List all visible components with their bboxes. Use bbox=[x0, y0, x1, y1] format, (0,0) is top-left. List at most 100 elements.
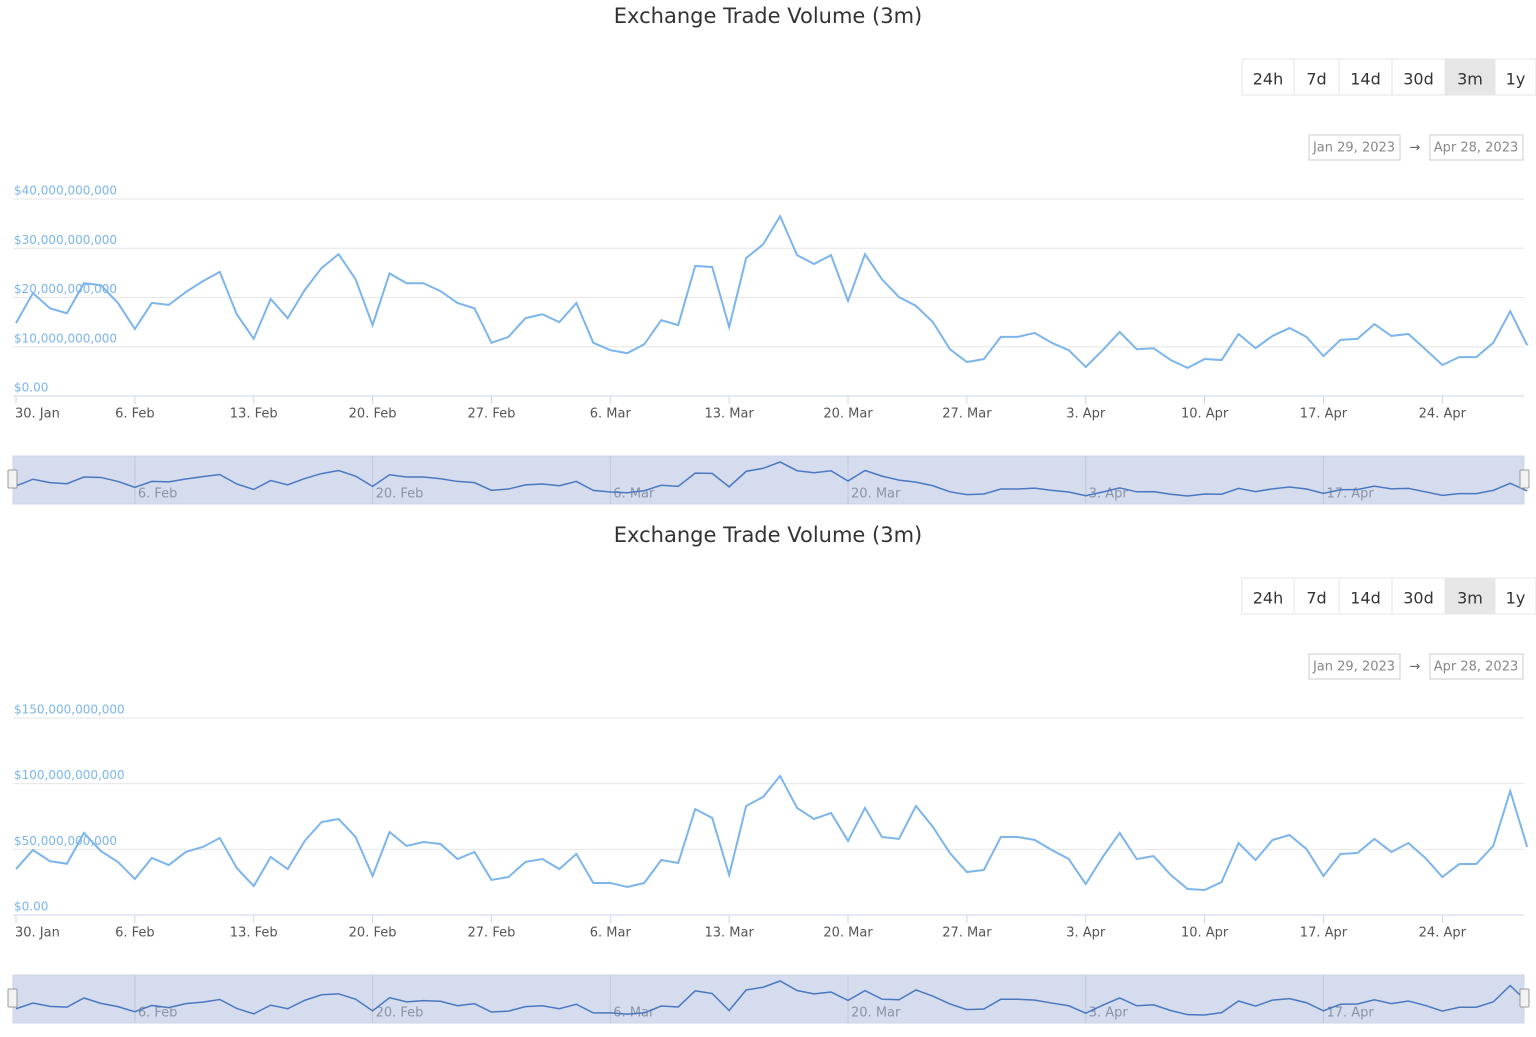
navigator-label: 17. Apr bbox=[1326, 487, 1374, 502]
range-button-label[interactable]: 1y bbox=[1506, 70, 1526, 89]
range-button[interactable]: 24h bbox=[1241, 58, 1295, 96]
y-tick-label: $100,000,000,000 bbox=[14, 768, 125, 782]
x-tick-label: 24. Apr bbox=[1419, 926, 1467, 941]
x-tick-label: 27. Feb bbox=[468, 926, 516, 941]
y-tick-label: $50,000,000,000 bbox=[14, 834, 117, 848]
range-button-label[interactable]: 14d bbox=[1350, 70, 1381, 89]
navigator-handle[interactable] bbox=[1519, 988, 1530, 1008]
range-button[interactable]: 1y bbox=[1494, 577, 1536, 615]
range-button[interactable]: 3m bbox=[1444, 58, 1496, 96]
y-tick-label: $20,000,000,000 bbox=[14, 282, 117, 296]
range-button-label[interactable]: 7d bbox=[1306, 589, 1326, 608]
range-button[interactable]: 7d bbox=[1293, 577, 1340, 615]
chart-title: Exchange Trade Volume (3m) bbox=[614, 523, 922, 547]
range-button-label[interactable]: 14d bbox=[1350, 589, 1381, 608]
data-line bbox=[15, 214, 1529, 370]
x-tick-label: 13. Feb bbox=[230, 407, 278, 422]
date-input-box[interactable] bbox=[1429, 134, 1524, 161]
range-button-bg[interactable] bbox=[1241, 58, 1295, 96]
x-tick-label: 10. Apr bbox=[1181, 926, 1229, 941]
navigator-mask bbox=[12, 974, 1525, 1024]
navigator-label: 20. Feb bbox=[376, 487, 424, 502]
y-tick-label: $150,000,000,000 bbox=[14, 703, 125, 717]
x-tick-label: 20. Mar bbox=[823, 926, 873, 941]
range-button[interactable]: 30d bbox=[1391, 58, 1446, 96]
navigator-label: 20. Mar bbox=[851, 487, 901, 502]
range-button-bg[interactable] bbox=[1494, 577, 1536, 615]
date-input[interactable]: Apr 28, 2023 bbox=[1434, 141, 1519, 156]
date-input-box[interactable] bbox=[1429, 653, 1524, 680]
x-tick-label: 3. Apr bbox=[1066, 407, 1106, 422]
date-input[interactable]: Apr 28, 2023 bbox=[1434, 660, 1519, 675]
range-button[interactable]: 14d bbox=[1338, 577, 1393, 615]
x-tick-label: 13. Mar bbox=[704, 926, 754, 941]
x-tick-label: 17. Apr bbox=[1300, 407, 1348, 422]
x-tick-label: 13. Mar bbox=[704, 407, 754, 422]
x-tick-label: 20. Feb bbox=[349, 926, 397, 941]
data-line bbox=[15, 774, 1529, 892]
x-tick-label: 3. Apr bbox=[1066, 926, 1106, 941]
x-tick-label: 6. Feb bbox=[115, 926, 155, 941]
chart-title: Exchange Trade Volume (3m) bbox=[614, 4, 922, 28]
y-tick-label: $30,000,000,000 bbox=[14, 233, 117, 247]
x-tick-label: 10. Apr bbox=[1181, 407, 1229, 422]
x-tick-label: 13. Feb bbox=[230, 926, 278, 941]
date-input-box[interactable] bbox=[1308, 653, 1401, 680]
navigator-line bbox=[15, 980, 1528, 1016]
navigator-label: 20. Mar bbox=[851, 1006, 901, 1021]
range-button-label[interactable]: 3m bbox=[1457, 70, 1483, 89]
navigator-label: 3. Apr bbox=[1089, 1006, 1129, 1021]
x-tick-label: 27. Mar bbox=[942, 407, 992, 422]
x-tick-label: 20. Mar bbox=[823, 407, 873, 422]
x-tick-label: 6. Mar bbox=[590, 407, 632, 422]
range-button-label[interactable]: 24h bbox=[1253, 589, 1284, 608]
range-button-label[interactable]: 3m bbox=[1457, 589, 1483, 608]
date-input[interactable]: Jan 29, 2023 bbox=[1312, 141, 1395, 156]
range-button-bg[interactable] bbox=[1338, 58, 1393, 96]
range-button-bg[interactable] bbox=[1293, 577, 1340, 615]
range-button[interactable]: 30d bbox=[1391, 577, 1446, 615]
range-button[interactable]: 3m bbox=[1444, 577, 1496, 615]
y-tick-label: $40,000,000,000 bbox=[14, 184, 117, 198]
range-button-label[interactable]: 30d bbox=[1403, 589, 1434, 608]
y-tick-label: $0.00 bbox=[14, 900, 48, 914]
range-button[interactable]: 7d bbox=[1293, 58, 1340, 96]
range-button-bg[interactable] bbox=[1293, 58, 1340, 96]
range-button-label[interactable]: 30d bbox=[1403, 70, 1434, 89]
navigator-label: 17. Apr bbox=[1326, 1006, 1374, 1021]
navigator-handle[interactable] bbox=[7, 469, 18, 489]
navigator-label: 6. Feb bbox=[138, 487, 178, 502]
range-button-bg[interactable] bbox=[1444, 58, 1496, 96]
x-tick-label: 27. Feb bbox=[468, 407, 516, 422]
x-tick-label: 6. Mar bbox=[590, 926, 632, 941]
x-tick-label: 30. Jan bbox=[15, 926, 60, 941]
range-button-bg[interactable] bbox=[1241, 577, 1295, 615]
date-separator: → bbox=[1410, 660, 1421, 675]
navigator-line bbox=[15, 461, 1528, 497]
range-button-bg[interactable] bbox=[1338, 577, 1393, 615]
date-input[interactable]: Jan 29, 2023 bbox=[1312, 660, 1395, 675]
range-button-label[interactable]: 7d bbox=[1306, 70, 1326, 89]
range-button[interactable]: 14d bbox=[1338, 58, 1393, 96]
range-button-bg[interactable] bbox=[1494, 58, 1536, 96]
date-separator: → bbox=[1410, 141, 1421, 156]
range-button-label[interactable]: 24h bbox=[1253, 70, 1284, 89]
x-tick-label: 17. Apr bbox=[1300, 926, 1348, 941]
x-tick-label: 27. Mar bbox=[942, 926, 992, 941]
range-button[interactable]: 24h bbox=[1241, 577, 1295, 615]
navigator-handle[interactable] bbox=[7, 988, 18, 1008]
navigator-label: 20. Feb bbox=[376, 1006, 424, 1021]
range-button[interactable]: 1y bbox=[1494, 58, 1536, 96]
x-tick-label: 30. Jan bbox=[15, 407, 60, 422]
y-tick-label: $0.00 bbox=[14, 381, 48, 395]
x-tick-label: 24. Apr bbox=[1419, 407, 1467, 422]
navigator-label: 3. Apr bbox=[1089, 487, 1129, 502]
range-button-label[interactable]: 1y bbox=[1506, 589, 1526, 608]
navigator-handle[interactable] bbox=[1519, 469, 1530, 489]
navigator-label: 6. Feb bbox=[138, 1006, 178, 1021]
x-tick-label: 20. Feb bbox=[349, 407, 397, 422]
date-input-box[interactable] bbox=[1308, 134, 1401, 161]
navigator-mask bbox=[12, 455, 1525, 505]
